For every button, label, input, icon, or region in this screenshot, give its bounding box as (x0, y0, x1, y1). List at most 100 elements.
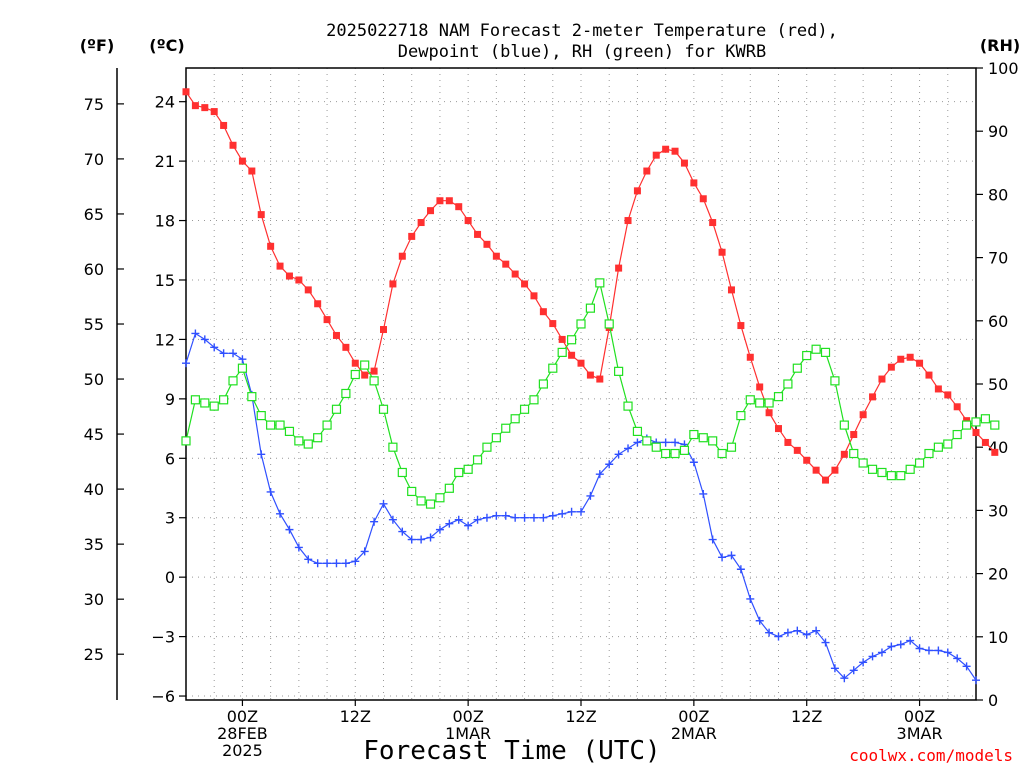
dewpoint-point (868, 652, 877, 661)
temperature-point (709, 219, 717, 227)
rh-point (839, 420, 849, 430)
dewpoint-point (896, 640, 905, 649)
dewpoint-point (539, 513, 548, 522)
temperature-point (295, 276, 303, 284)
dewpoint-point (614, 450, 623, 459)
rh-tick-label: 0 (988, 691, 998, 710)
rh-point (698, 433, 708, 443)
x-tick-label: 2MAR (671, 724, 717, 743)
rh-point (632, 426, 643, 436)
temperature-point (464, 217, 472, 225)
temperature-point (304, 286, 312, 294)
dewpoint-point (276, 509, 285, 518)
chart-title-line2: Dewpoint (blue), RH (green) for KWRB (398, 42, 766, 62)
dewpoint-point (953, 654, 962, 663)
rh-tick-label: 70 (988, 249, 1008, 268)
rh-point (679, 445, 690, 455)
grid (186, 68, 976, 700)
celsius-tick-label: 21 (155, 152, 175, 171)
dewpoint-point (210, 343, 219, 352)
dewpoint-point (501, 511, 510, 520)
dewpoint-point (859, 658, 868, 667)
rh-point (284, 426, 295, 436)
temperature-point (201, 104, 209, 112)
dewpoint-point (285, 525, 294, 534)
dewpoint-point (586, 491, 595, 500)
celsius-unit-label: (ºC) (149, 36, 184, 55)
rh-point (313, 433, 323, 443)
temperature-point (850, 431, 858, 439)
rh-point (943, 439, 953, 449)
celsius-tick-label: 0 (165, 568, 175, 587)
temperature-point (568, 351, 576, 359)
fahrenheit-unit-label: (ºF) (80, 36, 115, 55)
rh-point (933, 442, 943, 452)
temperature-point (878, 375, 886, 383)
temperature-point (577, 359, 585, 367)
dewpoint-point (341, 559, 350, 568)
rh-point (557, 347, 567, 357)
dewpoint-point (934, 646, 943, 655)
rh-point (867, 464, 878, 474)
temperature-point (615, 264, 623, 272)
rh-tick-label: 90 (988, 122, 1008, 141)
dewpoint-point (473, 515, 482, 524)
celsius-tick-label: 9 (165, 390, 175, 409)
temperature-point (483, 240, 491, 248)
rh-point (614, 366, 624, 376)
dewpoint-point (812, 626, 821, 635)
dewpoint-point (972, 676, 980, 685)
temperature-point (765, 409, 773, 417)
temperature-point (859, 411, 867, 419)
x-axis-title: Forecast Time (UTC) (363, 736, 660, 766)
rh-tick-label: 60 (988, 312, 1008, 331)
temperature-point (191, 102, 199, 110)
temperature-point (633, 187, 641, 195)
dewpoint-point (840, 674, 849, 683)
dewpoint-point (191, 329, 200, 338)
dewpoint-point (802, 630, 811, 639)
temperature-point (972, 429, 980, 437)
rh-point (303, 439, 313, 449)
temperature-point (803, 456, 811, 464)
rh-point (228, 376, 238, 386)
rh-point (341, 388, 351, 399)
temperature-point (549, 320, 557, 328)
temperature-point (361, 371, 369, 379)
rh-point (670, 448, 680, 459)
celsius-tick-label: 12 (155, 330, 175, 349)
rh-point (952, 429, 962, 440)
credit-label: coolwx.com/models (849, 746, 1013, 765)
rh-point (820, 347, 831, 357)
dewpoint-point (943, 648, 952, 657)
dewpoint-point (229, 349, 238, 358)
celsius-tick-label: 6 (165, 449, 175, 468)
rh-point (961, 420, 972, 430)
rh-point (510, 414, 520, 424)
rh-point (604, 319, 614, 329)
temperature-point (276, 262, 284, 270)
temperature-point (511, 270, 519, 278)
x-tick-label: 3MAR (897, 724, 943, 743)
temperature-point (652, 151, 660, 159)
rh-point (811, 344, 821, 354)
fahrenheit-tick-label: 40 (84, 480, 104, 499)
dewpoint-point (708, 535, 717, 544)
rh-point (717, 448, 727, 459)
dewpoint-point (332, 559, 341, 568)
rh-point (585, 303, 596, 313)
dewpoint-point (454, 515, 463, 524)
temperature-point (887, 363, 895, 371)
rh-point (858, 458, 868, 468)
celsius-tick-label: 24 (155, 93, 175, 112)
rh-point (482, 442, 492, 452)
rh-point (350, 369, 360, 380)
dewpoint-point (727, 551, 736, 560)
rh-point (444, 483, 454, 493)
dewpoint-point (962, 662, 971, 671)
fahrenheit-tick-label: 50 (84, 370, 104, 389)
rh-point (745, 395, 755, 405)
dewpoint-point (736, 565, 745, 574)
temperature-point (492, 252, 500, 260)
rh-point (331, 404, 342, 414)
